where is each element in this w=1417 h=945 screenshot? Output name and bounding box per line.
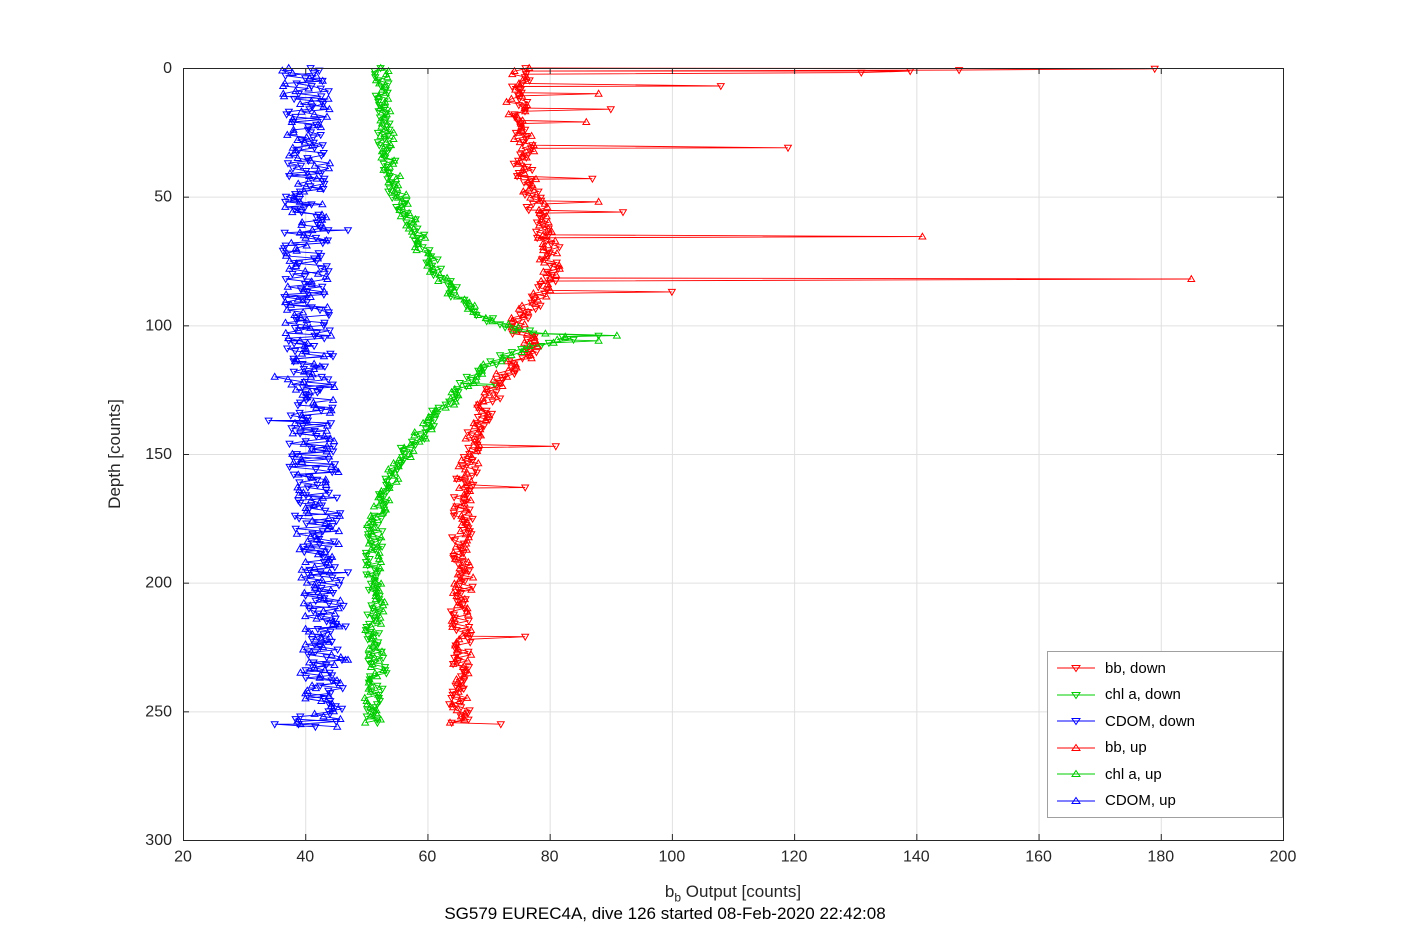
triangle-down-icon bbox=[1057, 665, 1095, 673]
legend-item: chl a, up bbox=[1048, 767, 1282, 782]
legend-label: chl a, up bbox=[1105, 765, 1162, 783]
figure-title: SG579 EUREC4A, dive 126 started 08-Feb-2… bbox=[444, 904, 886, 923]
triangle-up-icon bbox=[1057, 769, 1095, 778]
y-tick-label: 250 bbox=[145, 703, 172, 720]
legend-item: CDOM, down bbox=[1048, 714, 1282, 729]
x-tick-label: 20 bbox=[174, 848, 192, 865]
legend-item: CDOM, up bbox=[1048, 793, 1282, 808]
x-tick-label: 160 bbox=[1025, 848, 1052, 865]
legend-label: bb, down bbox=[1105, 659, 1166, 677]
x-tick-label: 180 bbox=[1147, 848, 1174, 865]
x-axis-label: bb Output [counts] bbox=[665, 882, 801, 904]
y-axis-label: Depth [counts] bbox=[105, 399, 124, 509]
series-chl-a-up bbox=[360, 63, 622, 726]
x-tick-label: 200 bbox=[1270, 848, 1297, 865]
triangle-up-icon bbox=[1057, 743, 1095, 751]
legend-label: CDOM, down bbox=[1105, 712, 1196, 730]
legend-label: bb, up bbox=[1105, 739, 1147, 757]
y-tick-label: 0 bbox=[163, 60, 172, 77]
axes-box bbox=[183, 68, 1284, 841]
series-bb-down-triangle-down-markers-icon bbox=[445, 65, 1159, 729]
legend-label: CDOM, up bbox=[1105, 792, 1176, 810]
y-tick-label: 100 bbox=[145, 317, 172, 334]
y-tick-label: 50 bbox=[154, 189, 172, 206]
triangle-down-icon bbox=[1057, 718, 1095, 726]
y-tick-label: 300 bbox=[145, 832, 172, 849]
x-axis-label-rest: Output [counts] bbox=[681, 882, 802, 901]
x-tick-label: 60 bbox=[419, 848, 437, 865]
legend-item: bb, down bbox=[1048, 661, 1282, 676]
series-cdom-up-triangle-up-markers-icon bbox=[270, 63, 353, 730]
series-bb-down bbox=[445, 65, 1159, 729]
x-axis-label-subscript: b bbox=[674, 890, 682, 905]
series-cdom-up-line bbox=[274, 67, 349, 728]
tick-labels: 20 40 60 80 100 120 140 160 180 200 0 50 100 150 200 25… bbox=[145, 60, 1296, 865]
series-chl-a-up-triangle-up-markers-icon bbox=[360, 63, 622, 726]
series-bb-up bbox=[445, 63, 1196, 726]
series-cdom-up bbox=[270, 63, 353, 730]
legend-item: bb, up bbox=[1048, 740, 1282, 755]
y-tick-label: 200 bbox=[145, 575, 172, 592]
x-tick-label: 120 bbox=[781, 848, 808, 865]
x-axis-label-base: b bbox=[664, 882, 675, 901]
series-bb-up-triangle-up-markers-icon bbox=[445, 63, 1196, 726]
triangle-down-icon bbox=[1057, 691, 1095, 700]
series-bb-up-line bbox=[449, 67, 1192, 724]
x-tick-label: 140 bbox=[903, 848, 930, 865]
triangle-up-icon bbox=[1057, 796, 1095, 804]
legend: bb, down chl a, down CDOM, down bb, up chl a… bbox=[1047, 651, 1283, 818]
x-tick-label: 100 bbox=[659, 848, 686, 865]
legend-item: chl a, down bbox=[1048, 687, 1282, 702]
x-tick-label: 80 bbox=[541, 848, 559, 865]
series-bb-down-line bbox=[449, 67, 1155, 725]
y-tick-label: 150 bbox=[145, 446, 172, 463]
x-tick-label: 40 bbox=[296, 848, 314, 865]
legend-label: chl a, down bbox=[1105, 686, 1181, 704]
